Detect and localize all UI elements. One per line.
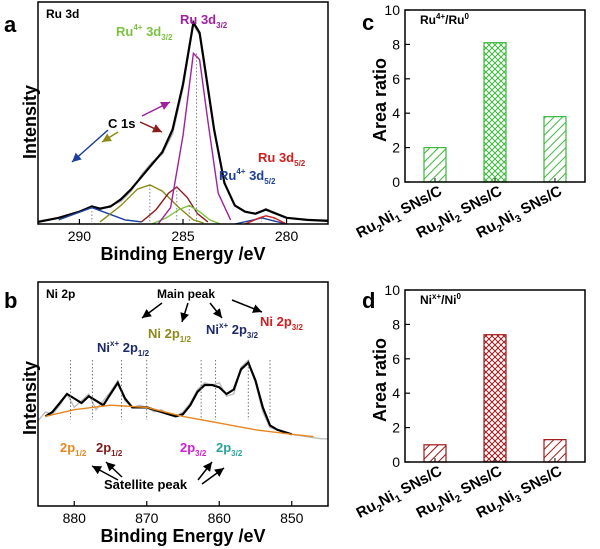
panel-a-xtick-label-2: 280 xyxy=(275,228,299,244)
panel-b-ylabel: Intensity xyxy=(20,361,40,435)
panel-d-yticks: 0 2 4 6 8 10 xyxy=(384,282,556,470)
panel-d: d Area ratio 0 2 4 6 8 10 Nix+/Ni0 Ru2Ni1 SNs… xyxy=(353,282,586,522)
panel-d-ytick-label-3: 6 xyxy=(392,351,400,367)
panel-c-ytick-label-0: 0 xyxy=(392,174,400,190)
panel-a-ylabel: Intensity xyxy=(20,85,40,159)
arrow-sat-3 xyxy=(197,461,213,481)
ann-ni0-2p12: Ni 2p1/2 xyxy=(148,326,191,344)
panel-d-ytick-label-0: 0 xyxy=(392,454,400,470)
panel-b-xticks: 880 870 860 850 xyxy=(63,501,304,526)
panel-b-series-1 xyxy=(44,360,293,436)
sat-label-3: 2p3/2 xyxy=(180,440,207,458)
panel-a-series-5 xyxy=(151,204,221,225)
sat-label-4: 2p3/2 xyxy=(216,440,243,458)
panel-a-series-6 xyxy=(157,51,232,225)
arrow-magenta xyxy=(141,101,171,117)
panel-a-series-1 xyxy=(37,19,329,223)
panel-b-xtick-label-1: 870 xyxy=(135,510,159,526)
panel-d-ylabel: Area ratio xyxy=(370,338,390,422)
panel-a-series-2 xyxy=(58,206,142,223)
arrow-sat-2 xyxy=(91,465,119,481)
panel-c-bar-0 xyxy=(423,147,447,183)
ann-c1s: C 1s xyxy=(108,116,135,131)
ann-ni0-2p32: Ni 2p3/2 xyxy=(260,314,303,332)
panel-b-xtick-label-3: 850 xyxy=(280,510,304,526)
panel-a-plot xyxy=(37,19,329,225)
panel-b-xtick-label-2: 860 xyxy=(208,510,232,526)
arrow-main-2 xyxy=(180,302,190,323)
ann-nix-2p12: Nix+ 2p1/2 xyxy=(97,339,150,358)
ann-nix-2p32: Nix+ 2p3/2 xyxy=(206,321,259,340)
sat-label-1: 2p1/2 xyxy=(60,440,87,458)
panel-a-series-3 xyxy=(99,184,204,224)
panel-c-ytick-label-3: 6 xyxy=(392,71,400,87)
panel-c-letter: c xyxy=(362,10,374,35)
panel-c-ytick-label-2: 4 xyxy=(392,105,400,121)
ann-ru0-3d32: Ru 3d3/2 xyxy=(180,12,228,30)
panel-a-xticks: 290 285 280 xyxy=(68,219,299,244)
panel-c-bars xyxy=(423,42,567,183)
arrow-darkred xyxy=(139,121,163,133)
sat-label-2: 2p1/2 xyxy=(96,440,123,458)
panel-b: b Intensity 880 870 860 850 Binding Energy … xyxy=(4,281,329,546)
panel-b-letter: b xyxy=(4,288,17,313)
panel-c-bar-1 xyxy=(483,42,507,183)
panel-b-xlabel: Binding Energy /eV xyxy=(100,526,265,546)
panel-c-ytick-label-1: 2 xyxy=(392,140,400,156)
arrow-blue xyxy=(71,129,109,163)
ann-ru4-3d32: Ru4+ 3d3/2 xyxy=(116,23,173,42)
panel-a-xtick-label-1: 285 xyxy=(171,228,195,244)
panel-c: c Area ratio 0 2 4 6 8 10 Ru4+/Ru0 Ru2Ni1 SNs… xyxy=(353,2,586,242)
panel-c-corner-label: Ru4+/Ru0 xyxy=(420,12,469,27)
panel-a-corner-label: Ru 3d xyxy=(46,7,79,21)
panel-b-series-0 xyxy=(37,359,328,440)
panel-a-letter: a xyxy=(4,12,17,37)
panel-d-corner-label: Nix+/Ni0 xyxy=(420,292,461,307)
arrow-main-1 xyxy=(141,302,163,319)
panel-c-yticks: 0 2 4 6 8 10 xyxy=(384,2,556,190)
arrow-olive xyxy=(101,131,119,143)
panel-d-bars xyxy=(423,334,567,463)
panel-c-ylabel: Area ratio xyxy=(370,58,390,142)
panel-a-series-8 xyxy=(244,215,287,225)
panel-b-plot xyxy=(37,359,328,440)
panel-b-series-2 xyxy=(45,404,314,438)
panel-b-corner-label: Ni 2p xyxy=(46,287,75,301)
panel-a-series-0 xyxy=(37,22,328,222)
panel-d-ytick-label-4: 8 xyxy=(392,316,400,332)
panel-d-letter: d xyxy=(362,288,375,313)
ann-ru4-3d52: Ru4+ 3d5/2 xyxy=(219,167,276,186)
panel-b-frame xyxy=(37,281,329,507)
ann-main-peak: Main peak xyxy=(157,287,215,301)
panel-a-frame xyxy=(37,1,329,225)
panel-d-ytick-label-1: 2 xyxy=(392,420,400,436)
panel-c-bar-2 xyxy=(543,116,567,183)
panel-b-xtick-label-0: 880 xyxy=(63,510,87,526)
panel-d-bar-1 xyxy=(483,334,507,463)
panel-c-ytick-label-5: 10 xyxy=(384,2,400,18)
arrow-sat-4 xyxy=(201,467,225,485)
panel-d-ytick-label-2: 4 xyxy=(392,385,400,401)
ann-ru0-3d52: Ru 3d5/2 xyxy=(258,150,306,168)
panel-c-ytick-label-4: 8 xyxy=(392,36,400,52)
arrow-sat-1 xyxy=(105,461,123,478)
panel-a-xlabel: Binding Energy /eV xyxy=(100,244,265,264)
panel-d-ytick-label-5: 10 xyxy=(384,282,400,298)
panel-a: a Intensity 290 285 280 Binding Energy /eV… xyxy=(4,1,329,264)
arrow-main-4 xyxy=(231,299,263,313)
ann-satellite-peak: Satellite peak xyxy=(104,477,188,492)
panel-a-xtick-label-0: 290 xyxy=(68,228,92,244)
arrow-main-3 xyxy=(209,302,223,319)
